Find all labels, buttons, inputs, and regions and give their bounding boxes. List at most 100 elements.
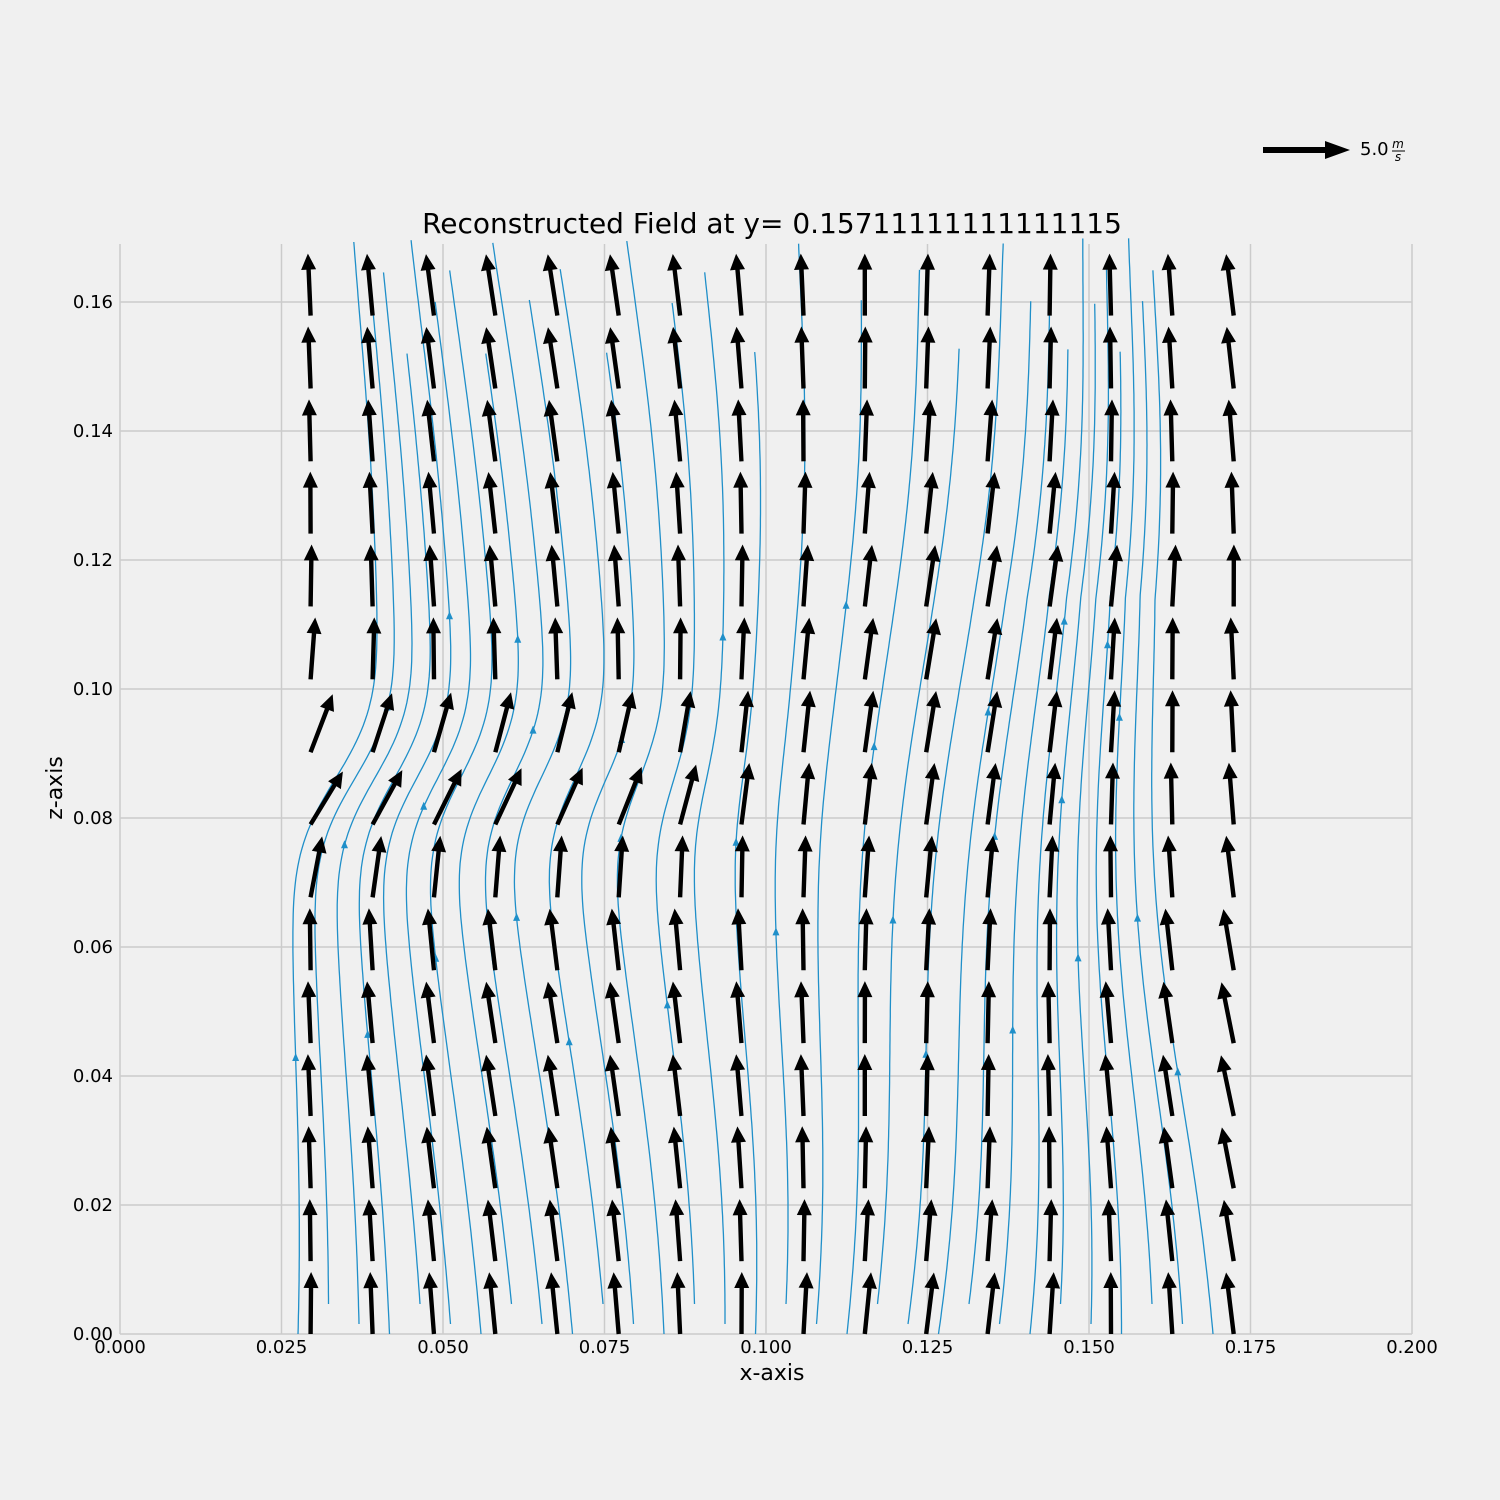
quiver-arrow: [983, 399, 999, 462]
quiver-arrow: [362, 908, 378, 971]
x-tick-label: 0.175: [1225, 1337, 1277, 1358]
streamline: [907, 243, 1004, 1325]
quiver-arrow: [1161, 835, 1177, 898]
quiver-key-unit-denominator: s: [1395, 150, 1401, 164]
quiver-arrow: [491, 835, 507, 898]
streamline: [846, 269, 921, 1335]
quiver-arrow: [432, 769, 462, 826]
z-tick-label: 0.12: [73, 550, 113, 571]
quiver-arrow: [859, 399, 874, 462]
quiver-arrow: [370, 693, 395, 753]
quiver-arrow: [980, 1054, 996, 1116]
quiver-arrow: [361, 253, 376, 316]
quiver-arrow: [677, 691, 696, 753]
streamlines: [292, 238, 1214, 1335]
quiver-arrow: [860, 471, 876, 534]
streamline: [358, 353, 431, 1335]
streamline: [429, 270, 493, 1335]
quiver-arrow: [985, 618, 1003, 680]
quiver-arrow: [667, 981, 683, 1044]
streamline-arrowhead: [1074, 953, 1082, 962]
quiver-arrow: [482, 472, 498, 534]
quiver-arrow: [420, 327, 437, 389]
streamline: [548, 269, 605, 1305]
quiver-arrow: [607, 1272, 623, 1335]
x-axis-label: x-axis: [739, 1361, 804, 1386]
streamline-arrowhead: [1058, 795, 1066, 804]
quiver-arrow: [1219, 1199, 1236, 1262]
streamline: [314, 300, 395, 1304]
quiver-arrow: [982, 908, 998, 971]
quiver-arrow: [1099, 981, 1115, 1044]
quiver-arrow: [981, 1126, 997, 1189]
quiver-arrow: [668, 399, 684, 462]
quiver-arrow: [794, 1054, 810, 1117]
quiver-arrow: [486, 617, 502, 680]
quiver-arrow: [1042, 908, 1058, 971]
quiver-arrow: [669, 1199, 685, 1262]
quiver-arrow: [555, 767, 583, 826]
quiver-arrow: [671, 544, 686, 607]
quiver-arrow: [423, 544, 439, 607]
quiver-arrow: [1162, 326, 1177, 389]
quiver-arrow: [800, 617, 816, 680]
quiver-arrow: [362, 471, 378, 534]
quiver-arrow: [614, 835, 630, 898]
quiver-arrow: [1106, 690, 1122, 753]
quiver-arrow: [1046, 471, 1062, 534]
streamline: [616, 241, 665, 1335]
quiver-arrow: [923, 835, 938, 898]
quiver-arrow: [678, 764, 700, 825]
quiver-arrow: [483, 544, 499, 607]
quiver-arrow: [734, 835, 750, 898]
streamline: [937, 301, 1032, 1335]
quiver-arrow: [1161, 1272, 1177, 1335]
quiver-arrow: [493, 768, 522, 826]
quiver-arrow: [862, 1272, 877, 1335]
quiver-arrow: [858, 1126, 874, 1189]
quiver-arrow: [1220, 835, 1236, 898]
quiver-arrow: [1216, 1055, 1236, 1117]
streamline: [1114, 238, 1153, 1305]
quiver-arrow: [1099, 1054, 1115, 1117]
quiver-arrow: [668, 1126, 683, 1189]
quiver-arrow: [733, 471, 749, 534]
quiver-arrow: [1102, 326, 1118, 389]
quiver-arrow: [983, 1199, 999, 1262]
quiver-arrow: [1158, 1126, 1175, 1189]
quiver-arrow: [985, 545, 1002, 607]
quiver-arrow: [1041, 981, 1057, 1044]
quiver-arrow: [730, 981, 746, 1044]
quiver-arrow: [1226, 544, 1242, 607]
quiver-arrow: [1224, 617, 1239, 680]
streamline-arrowhead: [1174, 1067, 1182, 1076]
quiver-arrow: [483, 1272, 499, 1335]
quiver-arrow: [1167, 544, 1183, 607]
quiver-arrow: [984, 835, 1000, 898]
quiver-arrow: [1165, 690, 1180, 753]
quiver-arrow: [670, 1272, 686, 1335]
quiver-arrow: [1043, 1199, 1059, 1262]
quiver-arrow: [543, 399, 560, 462]
quiver-arrow: [301, 253, 317, 316]
quiver-arrow: [301, 1126, 317, 1189]
streamline: [1151, 270, 1214, 1335]
quiver-arrow: [420, 1054, 437, 1117]
quiver-arrow: [542, 1054, 560, 1117]
quiver-arrow: [1042, 253, 1058, 316]
quiver-arrow: [543, 327, 560, 389]
quiver-arrow: [1043, 326, 1059, 389]
quiver-arrow: [606, 1199, 622, 1262]
quiver-arrow: [799, 544, 815, 607]
streamline-arrowhead: [446, 611, 454, 620]
quiver-arrow: [362, 1199, 378, 1262]
z-tick-label: 0.06: [73, 937, 113, 958]
quiver-arrow: [985, 472, 1001, 534]
quiver-arrow: [800, 690, 816, 753]
streamline: [1055, 303, 1096, 1305]
quiver-arrow: [795, 399, 811, 462]
streamline: [693, 272, 726, 1324]
quiver-arrow: [668, 908, 684, 971]
quiver-arrow: [431, 692, 454, 753]
streamline-arrowhead: [364, 1029, 372, 1038]
